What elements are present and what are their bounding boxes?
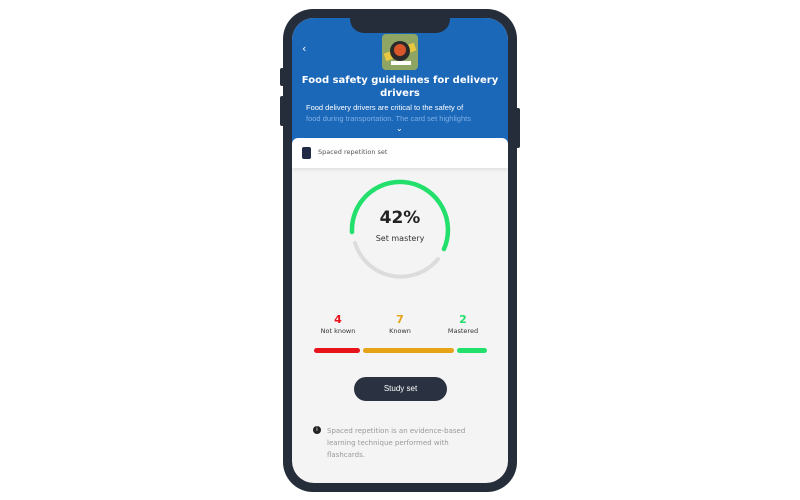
stat-count: 2 (459, 313, 467, 326)
set-title: Food safety guidelines for delivery driv… (301, 75, 499, 99)
info-icon: i (313, 426, 321, 434)
stat-count: 4 (334, 313, 342, 326)
stat-count: 7 (396, 313, 404, 326)
stat-label: Mastered (447, 327, 479, 335)
info-text: Spaced repetition is an evidence-based l… (327, 427, 466, 459)
bar-mastered (457, 348, 487, 353)
study-set-button[interactable]: Study set (354, 377, 447, 401)
mastery-ring-track (353, 241, 440, 279)
stat-label: Not known (320, 327, 356, 335)
mastery-percent: 42% (379, 208, 421, 228)
app-screen: ‹ Food safety guidelines for delivery dr… (292, 18, 508, 483)
stat-mastered: 2 Mastered (433, 313, 493, 335)
stat-label: Known (389, 327, 411, 335)
chevron-left-icon[interactable]: ‹ (302, 42, 307, 55)
flashcard-deck-icon (302, 147, 311, 159)
description-text: Food delivery drivers are critical to th… (306, 103, 464, 112)
bar-not-known (314, 348, 360, 353)
mastery-ring (349, 179, 451, 279)
set-header: ‹ Food safety guidelines for delivery dr… (292, 18, 508, 143)
stat-known: 7 Known (370, 313, 430, 335)
set-type-label: Spaced repetition set (318, 148, 388, 156)
phone-notch (350, 9, 450, 33)
description-text-faded: food during transportation. The card set… (306, 114, 471, 123)
chevron-down-icon[interactable]: ⌄ (396, 124, 403, 133)
bar-known (363, 348, 454, 353)
stat-not-known: 4 Not known (308, 313, 368, 335)
phone-side-button (516, 108, 520, 148)
set-thumbnail (382, 34, 418, 70)
set-description: Food delivery drivers are critical to th… (306, 102, 506, 124)
set-type-card: Spaced repetition set (292, 138, 508, 168)
mastery-ring-progress (349, 179, 451, 252)
phone-side-button (280, 68, 284, 86)
phone-side-button (280, 96, 284, 126)
mastery-label: Set mastery (375, 234, 425, 243)
